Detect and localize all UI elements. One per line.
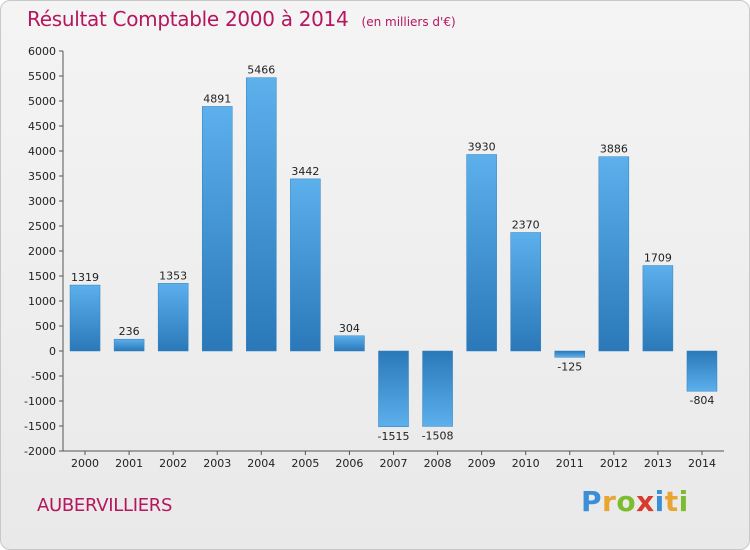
bar-2004 [246,77,277,352]
value-label: -125 [557,360,582,373]
bar-2013 [642,265,674,352]
x-tick-label: 2004 [247,457,275,470]
x-tick-label: 2003 [203,457,231,470]
bar-2006 [334,335,365,352]
logo-letter: i [654,485,665,518]
logo-letter: r [602,485,617,518]
y-tick-label: 1000 [28,295,56,308]
x-tick-label: 2014 [688,457,716,470]
bar-2010 [510,232,541,352]
commune-name: AUBERVILLIERS [37,495,173,516]
value-label: 1709 [644,252,672,265]
value-label: 2370 [512,219,540,232]
value-label: 1353 [159,269,187,282]
bar-2011 [554,350,586,358]
x-tick-label: 2000 [71,457,99,470]
x-tick-label: 2010 [512,457,540,470]
chart-title: Résultat Comptable 2000 à 2014 (en milli… [27,7,456,31]
bar-2009 [466,154,497,352]
bar-2005 [290,178,321,352]
y-tick-label: 3500 [28,170,56,183]
x-tick-label: 2006 [335,457,363,470]
value-label: 1319 [71,271,99,284]
value-label: 3886 [600,143,628,156]
logo-letter: o [616,485,637,518]
logo-letter: i [678,485,689,518]
x-tick-label: 2007 [380,457,408,470]
bar-2001 [113,338,145,352]
value-label: 236 [119,325,140,338]
y-tick-label: 0 [49,345,56,358]
value-label: 3930 [468,141,496,154]
y-tick-label: 500 [35,320,56,333]
logo-letter: P [581,485,603,518]
y-tick-label: 5500 [28,70,56,83]
y-tick-label: 5000 [28,95,56,108]
bar-2012 [598,156,630,352]
y-tick-label: 4000 [28,145,56,158]
logo-letter: t [664,485,679,518]
proxiti-logo: Proxiti [581,485,689,518]
x-tick-label: 2009 [468,457,496,470]
value-label: 4891 [203,92,231,105]
y-tick-label: 2500 [28,220,56,233]
x-tick-label: 2001 [115,457,143,470]
y-tick-label: -1500 [24,420,56,433]
bar-2007 [378,350,409,427]
title-main: Résultat Comptable 2000 à 2014 [27,7,349,31]
x-tick-label: 2011 [556,457,584,470]
y-tick-label: -500 [31,370,56,383]
value-label: 304 [339,322,360,335]
bar-2000 [69,284,101,352]
bar-2014 [686,350,718,392]
y-tick-label: 4500 [28,120,56,133]
bar-2002 [157,283,189,352]
y-tick-label: 3000 [28,195,56,208]
value-label: -1515 [378,430,410,443]
y-tick-label: 1500 [28,270,56,283]
y-tick-label: -2000 [24,445,56,458]
logo-letter: x [636,485,655,518]
x-tick-label: 2005 [291,457,319,470]
x-tick-label: 2012 [600,457,628,470]
x-tick-label: 2008 [424,457,452,470]
x-tick-label: 2002 [159,457,187,470]
value-label: -1508 [422,429,454,442]
value-label: -804 [689,394,714,407]
y-tick-label: 2000 [28,245,56,258]
title-unit: (en milliers d'€) [361,15,456,29]
x-tick-label: 2013 [644,457,672,470]
bar-2008 [422,350,453,427]
value-label: 5466 [247,64,275,77]
y-tick-label: -1000 [24,395,56,408]
y-tick-label: 6000 [28,45,56,58]
bar-2003 [201,106,233,352]
value-label: 3442 [291,165,319,178]
